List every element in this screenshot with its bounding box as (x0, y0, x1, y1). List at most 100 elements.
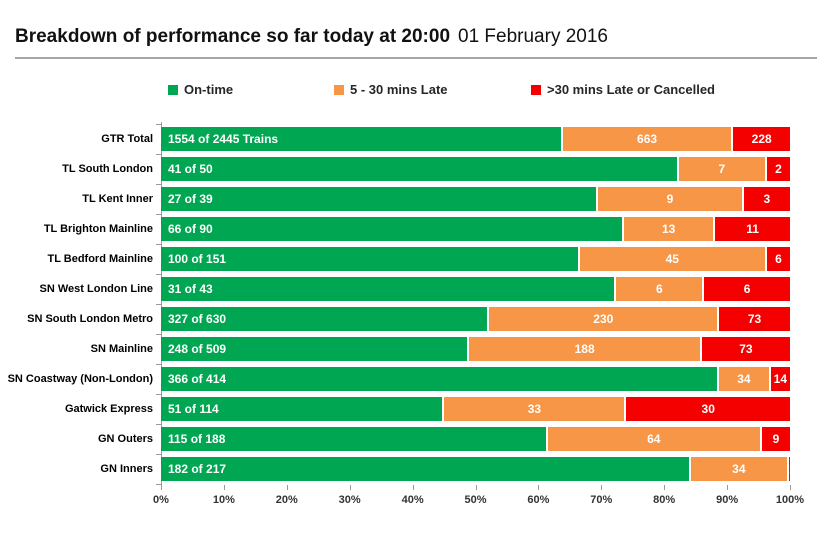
y-axis-tick (156, 304, 161, 305)
legend-label: On-time (184, 82, 234, 97)
bar-segment-30-late-cancelled: 73 (699, 337, 790, 361)
chart-row: SN West London Line 31 of 43 6 6 (0, 274, 830, 304)
bar-value-label: 188 (574, 342, 595, 356)
stacked-bar: 100 of 151 45 6 (161, 247, 790, 271)
bar-value-label: 327 of 630 (168, 312, 227, 326)
chart-row: Gatwick Express 51 of 114 33 30 (0, 394, 830, 424)
bar-segment-30-late-cancelled: 2 (764, 157, 790, 181)
bar-segment-ontime: 182 of 217 (161, 457, 689, 481)
x-axis-tick-label: 40% (401, 494, 424, 506)
chart-rows: GTR Total 1554 of 2445 Trains 663 228 TL Sou… (0, 124, 830, 484)
x-axis-tick-label: 0% (153, 494, 169, 506)
stacked-bar: 31 of 43 6 6 (161, 277, 790, 301)
chart-legend: On-time 5 - 30 mins Late >30 mins Late o… (0, 82, 830, 98)
bar-segment-5-30-late: 7 (676, 157, 765, 181)
bar-segment-30-late-cancelled: 14 (768, 367, 790, 391)
bar-segment-5-30-late: 64 (545, 427, 760, 451)
chart-row: TL Brighton Mainline 66 of 90 13 11 (0, 214, 830, 244)
late-5-30-swatch-icon (334, 84, 344, 95)
bar-value-label: 27 of 39 (168, 192, 213, 206)
x-axis-tick (161, 485, 162, 490)
bar-value-label: 1554 of 2445 Trains (168, 132, 279, 146)
x-axis-tick-label: 20% (275, 494, 298, 506)
y-axis-tick (156, 484, 161, 485)
x-axis-tick-label: 60% (527, 494, 550, 506)
chart-row: TL Kent Inner 27 of 39 9 3 (0, 184, 830, 214)
bar-value-label: 6 (655, 282, 663, 296)
x-axis-tick (601, 485, 603, 490)
category-label: GN Inners (100, 463, 153, 475)
page-title: Breakdown of performance so far today at… (15, 26, 608, 48)
bar-value-label: 663 (637, 132, 658, 146)
category-label: Gatwick Express (64, 403, 153, 415)
x-axis-tick-label: 80% (653, 494, 676, 506)
title-divider (15, 57, 817, 59)
category-label: SN West London Line (39, 283, 153, 295)
category-label: TL South London (62, 163, 153, 175)
y-axis-tick (156, 274, 161, 275)
legend-label: >30 mins Late or Cancelled (547, 82, 715, 97)
bar-segment-5-30-late: 188 (467, 337, 700, 361)
y-axis-tick (156, 244, 161, 245)
category-label: SN Mainline (90, 343, 153, 355)
x-axis-tick-label: 10% (212, 494, 235, 506)
stacked-bar: 1554 of 2445 Trains 663 228 (161, 127, 790, 151)
category-label: GTR Total (101, 133, 153, 145)
bar-segment-ontime: 366 of 414 (161, 367, 718, 391)
bar-segment-ontime: 1554 of 2445 Trains (161, 127, 561, 151)
bar-value-label: 7 (718, 162, 726, 176)
bar-segment-5-30-late: 230 (487, 307, 718, 331)
bar-segment-ontime: 100 of 151 (161, 247, 578, 271)
stacked-bar: 115 of 188 64 9 (161, 427, 790, 451)
chart-row: SN South London Metro 327 of 630 230 73 (0, 304, 830, 334)
x-axis-tick (475, 485, 477, 490)
bar-value-label: 14 (773, 372, 788, 386)
legend-item-30-late-cancelled: >30 mins Late or Cancelled (531, 82, 715, 97)
bar-value-label: 66 of 90 (168, 222, 213, 236)
y-axis-tick (156, 454, 161, 455)
bar-segment-ontime: 115 of 188 (161, 427, 546, 451)
x-axis-tick (286, 485, 288, 490)
bar-value-label: 115 of 188 (168, 432, 226, 446)
x-axis-tick-label: 50% (464, 494, 487, 506)
bar-value-label: 41 of 50 (168, 162, 213, 176)
bar-value-label: 33 (527, 402, 542, 416)
bar-segment-ontime: 327 of 630 (161, 307, 488, 331)
bar-segment-5-30-late: 33 (442, 397, 625, 421)
stacked-bar: 66 of 90 13 11 (161, 217, 790, 241)
legend-item-ontime: On-time (168, 82, 233, 97)
bar-segment-30-late-cancelled: 228 (731, 127, 790, 151)
stacked-bar: 182 of 217 34 1 (161, 457, 790, 481)
bar-value-label: 13 (662, 222, 676, 236)
chart-row: GN Inners 182 of 217 34 1 (0, 454, 830, 484)
category-label: SN South London Metro (27, 313, 153, 325)
category-label: GN Outers (97, 433, 153, 445)
chart-row: TL South London 41 of 50 7 2 (0, 154, 830, 184)
stacked-bar: 41 of 50 7 2 (161, 157, 790, 181)
bar-value-label: 34 (737, 372, 751, 386)
bar-segment-30-late-cancelled: 73 (717, 307, 790, 331)
x-axis-tick (223, 485, 225, 490)
x-axis-tick (412, 485, 414, 490)
bar-segment-30-late-cancelled: 1 (787, 457, 790, 481)
y-axis-tick (156, 364, 161, 365)
stacked-bar: 27 of 39 9 3 (161, 187, 790, 211)
bar-segment-5-30-late: 13 (622, 217, 714, 241)
stacked-bar: 327 of 630 230 73 (161, 307, 790, 331)
bar-value-label: 73 (739, 342, 753, 356)
bar-value-label: 51 of 114 (168, 402, 219, 416)
bar-segment-5-30-late: 663 (560, 127, 732, 151)
bar-segment-30-late-cancelled: 6 (702, 277, 790, 301)
bar-value-label: 6 (775, 252, 782, 266)
bar-segment-5-30-late: 34 (717, 367, 769, 391)
x-axis-tick (349, 485, 351, 490)
bar-value-label: 2 (775, 162, 782, 176)
chart-row: GTR Total 1554 of 2445 Trains 663 228 (0, 124, 830, 154)
bar-segment-5-30-late: 6 (614, 277, 703, 301)
title-date: 01 February 2016 (458, 26, 609, 47)
bar-value-label: 34 (732, 462, 746, 476)
bar-segment-5-30-late: 9 (596, 187, 742, 211)
bar-value-label: 1 (789, 462, 790, 476)
x-axis-tick-label: 30% (338, 494, 361, 506)
